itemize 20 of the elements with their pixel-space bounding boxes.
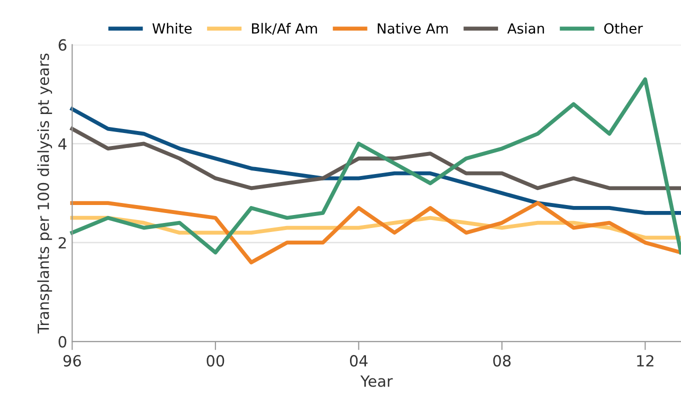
x-tick-label: 04 [350, 355, 368, 367]
y-tick-label: 0 [58, 336, 66, 348]
line-series [70, 77, 681, 254]
legend-label: White [152, 22, 192, 34]
y-tick-label: 2 [58, 237, 66, 248]
x-tick-label: 96 [63, 355, 81, 367]
line-series [70, 126, 681, 190]
legend-label: Blk/Af Am [252, 22, 317, 35]
y-axis-title: Transplants per 100 dialysis pt years [37, 54, 52, 334]
x-axis-title: Year [360, 376, 393, 387]
legend-label: Other [604, 22, 643, 34]
y-tick-label: 4 [58, 138, 66, 150]
legend-label: Asian [507, 22, 544, 34]
x-tick-label: 08 [493, 355, 511, 367]
x-tick-label: 00 [206, 355, 224, 367]
y-tick-label: 6 [58, 39, 66, 51]
legend-label: Native Am [378, 22, 448, 34]
x-tick-label: 12 [637, 355, 654, 366]
line-series [70, 201, 681, 264]
line-series [70, 107, 681, 215]
